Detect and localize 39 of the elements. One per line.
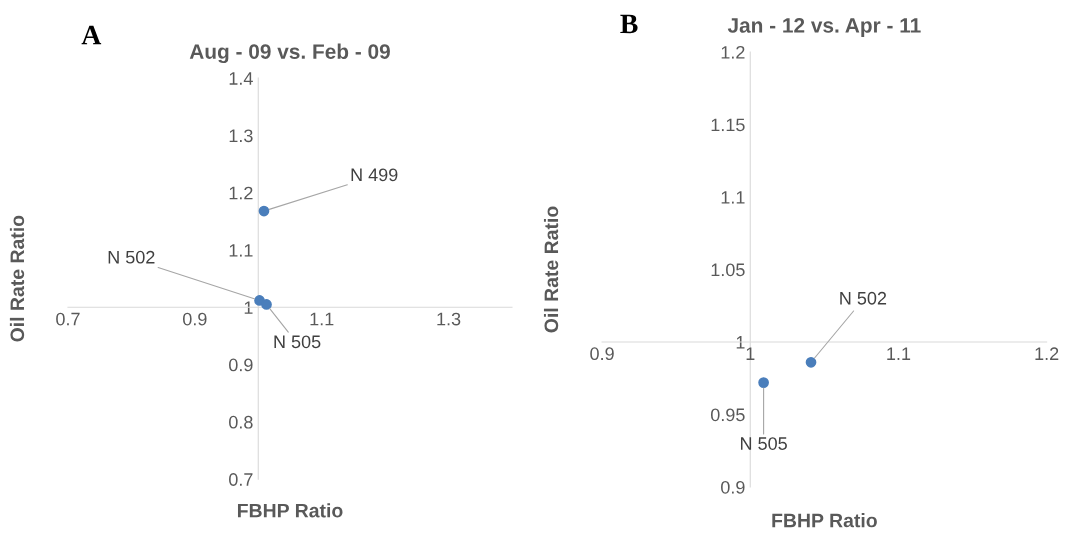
y-tick-label: 1 [244, 301, 253, 314]
annotation: N 502 [840, 291, 887, 305]
y-tick-label: 1.2 [721, 45, 745, 59]
y-axis-title: Oil Rate Ratio [9, 215, 25, 342]
x-tick-label: 1.2 [1035, 347, 1059, 360]
x-axis-title: FBHP Ratio [237, 503, 343, 518]
y-tick-label: 0.8 [229, 415, 253, 429]
x-tick-label: 1.1 [310, 312, 334, 326]
point [261, 299, 272, 310]
y-axis-title: Oil Rate Ratio [543, 206, 559, 333]
x-tick-label: 1.3 [437, 312, 461, 326]
text: A [81, 25, 102, 45]
chart-title: Aug - 09 vs. Feb - 09 [189, 43, 390, 64]
y-tick-label: 1.4 [229, 72, 253, 85]
x-tick-label: 0.9 [590, 347, 614, 361]
x-tick-label: 1.1 [887, 347, 911, 360]
y-tick-label: 0.9 [721, 480, 745, 494]
y-tick-label: 1.1 [229, 244, 253, 257]
annotation: N 499 [351, 168, 398, 182]
y-tick-label: 1.05 [711, 263, 745, 277]
x-tick-label: 1 [746, 347, 755, 360]
point [254, 295, 265, 306]
y-tick-label: 0.9 [229, 358, 253, 372]
chart-title: Jan - 12 vs. Apr - 11 [727, 18, 921, 37]
annotation: N 505 [740, 437, 787, 450]
y-tick-label: 0.7 [229, 473, 253, 486]
x-tick-label: 0.7 [56, 312, 80, 326]
x-axis-title: FBHP Ratio [772, 513, 877, 528]
annotation: N 502 [108, 250, 155, 264]
text: B [620, 14, 638, 34]
y-tick-label: 1.1 [721, 191, 745, 204]
y-tick-label: 1.2 [229, 186, 253, 200]
y-tick-label: 1.15 [711, 118, 745, 132]
x-tick-label: 0.9 [182, 312, 207, 326]
y-tick-label: 1.3 [229, 129, 253, 143]
annotation: N 505 [274, 335, 321, 349]
y-tick-label: 1 [736, 336, 745, 349]
y-tick-label: 0.95 [710, 408, 745, 422]
point [258, 205, 270, 217]
